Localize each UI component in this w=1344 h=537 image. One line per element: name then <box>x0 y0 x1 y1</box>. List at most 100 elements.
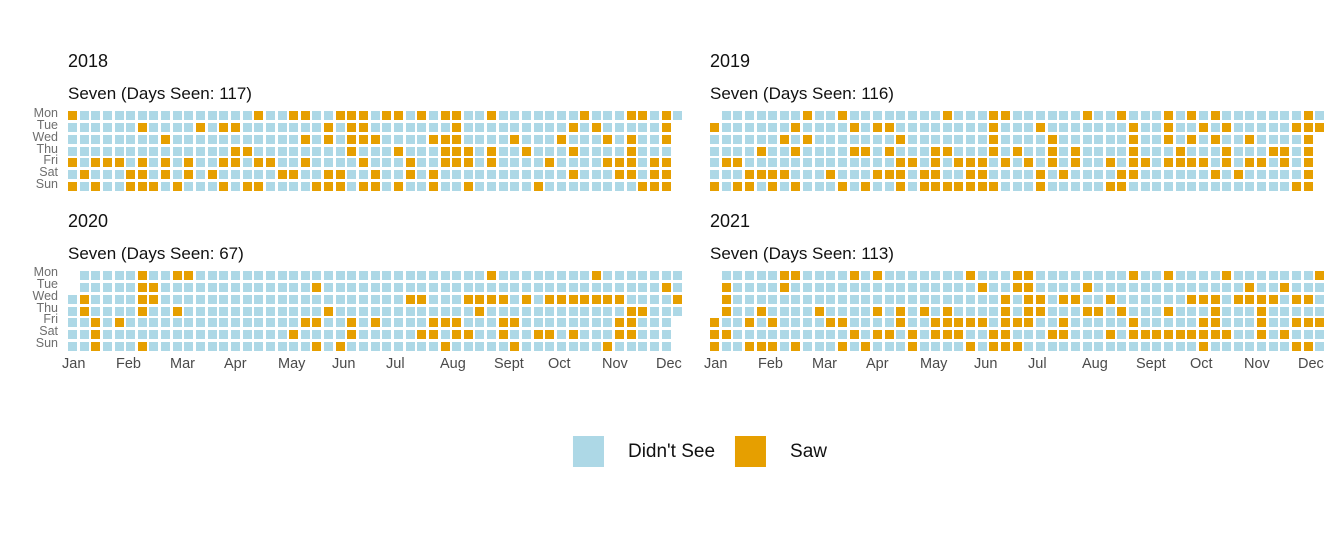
day-cell <box>184 111 194 120</box>
day-cell <box>475 342 485 352</box>
day-cell <box>966 134 976 144</box>
day-cell <box>79 318 89 328</box>
day-cell <box>1024 282 1034 292</box>
day-cell <box>626 342 636 352</box>
day-cell <box>277 111 287 120</box>
day-cell <box>1257 170 1267 180</box>
day-cell <box>721 282 731 292</box>
day-cell <box>405 182 415 192</box>
day-cell <box>1163 318 1173 328</box>
day-cell <box>896 342 906 352</box>
day-cell <box>721 306 731 316</box>
day-cell <box>1105 170 1115 180</box>
day-cell <box>1210 330 1220 340</box>
day-cell <box>896 170 906 180</box>
day-cell <box>265 271 275 280</box>
day-cell <box>289 306 299 316</box>
day-cell <box>277 342 287 352</box>
day-cell <box>207 318 217 328</box>
day-cell <box>568 134 578 144</box>
day-cell <box>137 146 147 156</box>
day-cell <box>849 134 859 144</box>
day-cell <box>452 122 462 132</box>
day-cell <box>896 182 906 192</box>
day-cell <box>1070 111 1080 120</box>
day-cell <box>568 111 578 120</box>
panel-2020: 2020 Seven (Days Seen: 67) <box>68 210 683 352</box>
day-cell <box>521 111 531 120</box>
day-cell <box>756 271 766 280</box>
day-cell <box>440 122 450 132</box>
day-cell <box>989 318 999 328</box>
day-cell <box>102 122 112 132</box>
day-cell <box>638 306 648 316</box>
day-cell <box>603 170 613 180</box>
day-cell <box>931 330 941 340</box>
day-cell <box>803 134 813 144</box>
day-cell <box>603 134 613 144</box>
day-cell <box>1222 271 1232 280</box>
month-label: Oct <box>1190 356 1213 372</box>
day-cell <box>650 271 660 280</box>
day-cell <box>1047 134 1057 144</box>
day-cell <box>1059 306 1069 316</box>
day-cell <box>896 111 906 120</box>
day-cell <box>580 122 590 132</box>
day-cell <box>172 170 182 180</box>
day-cell <box>896 122 906 132</box>
day-cell <box>207 158 217 168</box>
day-cell <box>977 282 987 292</box>
day-cell <box>277 134 287 144</box>
day-cell <box>861 111 871 120</box>
day-cell <box>1210 146 1220 156</box>
day-cell <box>1222 122 1232 132</box>
day-cell <box>1140 282 1150 292</box>
day-cell <box>1233 342 1243 352</box>
day-cell <box>312 294 322 304</box>
day-cell <box>1245 330 1255 340</box>
day-cell <box>498 111 508 120</box>
day-cell <box>768 146 778 156</box>
day-cell <box>498 306 508 316</box>
day-cell <box>300 294 310 304</box>
day-cell <box>452 170 462 180</box>
day-cell <box>989 111 999 120</box>
day-cell <box>861 146 871 156</box>
day-cell <box>172 111 182 120</box>
day-cell <box>207 111 217 120</box>
day-cell <box>219 122 229 132</box>
day-cell <box>533 146 543 156</box>
day-cell <box>289 294 299 304</box>
day-cell <box>312 282 322 292</box>
day-cell <box>849 182 859 192</box>
day-cell <box>989 146 999 156</box>
day-cell <box>289 342 299 352</box>
day-cell <box>1094 306 1104 316</box>
day-cell <box>161 170 171 180</box>
day-cell <box>1059 271 1069 280</box>
day-cell <box>919 306 929 316</box>
day-cell <box>814 342 824 352</box>
day-cell <box>1140 318 1150 328</box>
day-cell <box>556 122 566 132</box>
day-cell <box>161 294 171 304</box>
day-cell <box>347 111 357 120</box>
day-cell <box>370 342 380 352</box>
day-cell <box>207 182 217 192</box>
day-cell <box>1059 134 1069 144</box>
day-cell <box>931 122 941 132</box>
day-cell <box>977 182 987 192</box>
day-cell <box>756 146 766 156</box>
day-cell <box>219 111 229 120</box>
day-cell <box>1268 318 1278 328</box>
day-cell <box>1175 111 1185 120</box>
day-cell <box>1268 170 1278 180</box>
day-cell <box>405 330 415 340</box>
day-cell <box>347 158 357 168</box>
day-cell <box>1245 282 1255 292</box>
day-cell <box>172 134 182 144</box>
day-cell <box>733 111 743 120</box>
day-cell <box>1245 318 1255 328</box>
day-cell <box>475 330 485 340</box>
month-label: May <box>278 356 306 372</box>
